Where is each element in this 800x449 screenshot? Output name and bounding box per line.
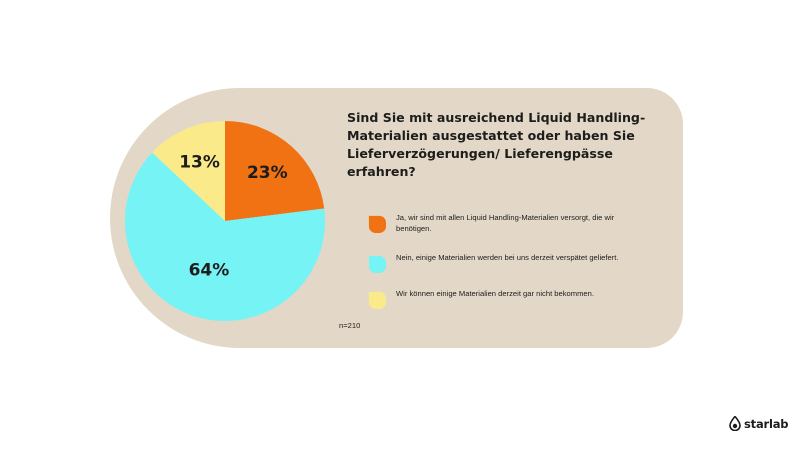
brand-name: starlab (744, 416, 789, 431)
pie-slice-delayed (125, 152, 325, 321)
legend-marker-delayed-shape (368, 255, 386, 273)
chart-title: Sind Sie mit ausreichend Liquid Handling… (347, 110, 646, 179)
drop-icon (729, 416, 741, 431)
legend-marker-delayed (368, 255, 386, 273)
legend-marker-unavailable (368, 291, 386, 309)
legend-marker-yes-shape (368, 215, 386, 233)
pie-slice-yes (225, 121, 325, 221)
legend-label-yes: Ja, wir sind mit allen Liquid Handling-M… (396, 213, 615, 233)
legend-marker-unavailable-shape (368, 291, 386, 309)
legend-label-delayed: Nein, einige Materialien werden bei uns … (396, 253, 619, 262)
pie-label-delayed: 64% (189, 260, 230, 280)
pie-chart: 23% 64% 13% (125, 121, 325, 321)
pie-label-yes: 23% (247, 163, 288, 183)
pie-label-unavailable: 13% (179, 152, 220, 172)
pie-slice-unavailable (152, 121, 225, 221)
legend-marker-yes (368, 215, 386, 233)
sample-size: n=210 (339, 321, 361, 330)
legend-label-unavailable: Wir können einige Materialien derzeit ga… (396, 289, 594, 298)
starlab-logo: starlab (729, 416, 789, 431)
